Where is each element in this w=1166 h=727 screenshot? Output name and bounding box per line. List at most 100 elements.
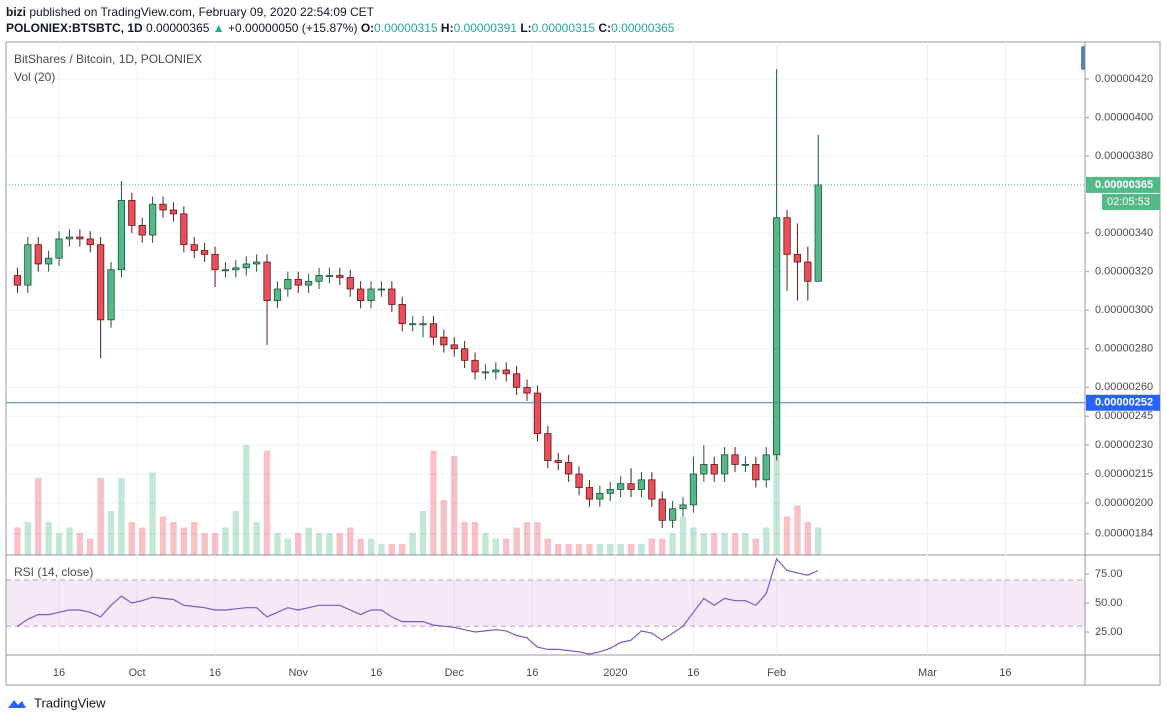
volume-bar [482, 533, 489, 555]
volume-bar [55, 533, 63, 555]
candle-body [34, 244, 42, 265]
candle-body [450, 344, 458, 350]
footer-logo: TradingView [8, 695, 106, 710]
candle-body [138, 225, 146, 236]
candle-body [752, 464, 760, 481]
volume-bar [763, 527, 770, 555]
volume-bar [211, 533, 219, 555]
volume-bar [35, 478, 42, 555]
y-tick-label: 0.00000200 [1095, 497, 1153, 509]
volume-bar [149, 472, 156, 555]
volume-bar [378, 544, 385, 555]
volume-bar [669, 533, 676, 555]
rsi-tick-label: 75.00 [1095, 568, 1123, 580]
volume-bar [66, 527, 73, 555]
x-tick-label: 16 [526, 667, 538, 679]
volume-bar [191, 522, 198, 555]
volume-bar [752, 538, 760, 555]
volume-bar [336, 533, 344, 555]
volume-bar [295, 533, 302, 555]
scroll-handle[interactable] [1081, 46, 1085, 70]
candle-body [700, 464, 708, 475]
candle-body [679, 504, 687, 510]
candle-body [284, 278, 292, 290]
ohlc-value: 0.00000315 [532, 21, 596, 35]
rsi-line [17, 557, 819, 655]
volume-bar [87, 538, 94, 555]
last-price-label: 0.00000365 [1095, 179, 1153, 191]
x-tick-label: 16 [53, 667, 65, 679]
candle-body [346, 277, 354, 290]
volume-bar [326, 533, 333, 555]
volume-bar [461, 522, 468, 555]
volume-bar [607, 544, 614, 555]
volume-bar [742, 533, 749, 555]
candle-body [481, 371, 490, 374]
y-tick-label: 0.00000230 [1095, 439, 1153, 451]
candle-body [76, 236, 84, 240]
candle-body [315, 275, 323, 282]
volume-bar [201, 533, 208, 555]
volume-bar [783, 516, 791, 555]
candle-body [398, 304, 406, 325]
hline-tag-label: 0.00000252 [1095, 397, 1153, 409]
y-tick-label: 0.00000320 [1095, 266, 1153, 278]
candle-body [336, 275, 344, 278]
volume-bar [253, 522, 260, 555]
ohlc-label: O: [361, 21, 374, 35]
volume-bar [107, 511, 115, 555]
volume-bar [45, 522, 52, 555]
change: +0.00000050 (+15.87%) [228, 21, 357, 35]
rsi-band [6, 579, 1085, 627]
volume-bar [815, 527, 822, 555]
rsi-tick-label: 25.00 [1095, 626, 1123, 638]
published: published on TradingView.com, February 0… [29, 5, 374, 19]
volume-bar [804, 522, 812, 555]
candle-body [565, 462, 573, 475]
y-tick-label: 0.00000260 [1095, 381, 1153, 393]
volume-bar [627, 544, 635, 555]
symbol-line: POLONIEX:BTSBTC, 1D 0.00000365 ▲ +0.0000… [6, 21, 675, 35]
x-tick-label: Mar [918, 667, 937, 679]
volume-bar [347, 527, 354, 555]
volume-bar [503, 538, 510, 555]
candle-body [211, 253, 219, 271]
candle-body [201, 250, 209, 255]
ohlc-value: 0.00000391 [454, 21, 518, 35]
y-tick-label: 0.00000280 [1095, 343, 1153, 355]
candle-body [107, 269, 115, 321]
last-price-tag [1086, 176, 1160, 193]
volume-bar [409, 533, 416, 555]
volume-label: Vol (20) [14, 70, 55, 84]
volume-bar [430, 450, 437, 555]
candle-body [606, 489, 614, 494]
candle-body [180, 213, 188, 246]
candle-body [305, 280, 313, 286]
candle-body [658, 498, 666, 521]
candle-body [273, 288, 282, 301]
volume-bar [263, 450, 271, 555]
candle-body [86, 238, 94, 246]
candle-body [461, 348, 469, 361]
volume-bar [24, 522, 32, 555]
rsi-tick-label: 50.00 [1095, 597, 1123, 609]
x-tick-label: Dec [444, 667, 464, 679]
candle-body [440, 336, 448, 346]
volume-bar [513, 527, 520, 555]
volume-bar [586, 544, 593, 555]
volume-bar [222, 527, 229, 555]
volume-bar [555, 544, 562, 555]
y-tick-label: 0.00000380 [1095, 150, 1153, 162]
ohlc-value: 0.00000315 [374, 21, 438, 35]
hline-tag [1086, 394, 1160, 411]
candle-body [24, 244, 32, 286]
candle-body [523, 386, 531, 394]
candle-body [294, 278, 302, 286]
up-arrow: ▲ [213, 21, 225, 35]
volume-bar [451, 456, 458, 555]
volume-bar [648, 538, 656, 555]
candle-body [149, 203, 157, 236]
volume-bar [170, 522, 177, 555]
candle-body [492, 369, 500, 373]
candles [13, 69, 822, 529]
